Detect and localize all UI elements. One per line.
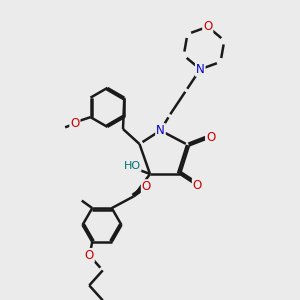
Text: HO: HO (123, 161, 141, 171)
Text: O: O (142, 180, 151, 193)
Text: O: O (193, 179, 202, 192)
Text: O: O (85, 249, 94, 262)
Text: N: N (156, 124, 165, 137)
Text: N: N (196, 63, 205, 76)
Text: O: O (70, 117, 80, 130)
Text: O: O (203, 20, 212, 33)
Text: O: O (206, 130, 215, 144)
